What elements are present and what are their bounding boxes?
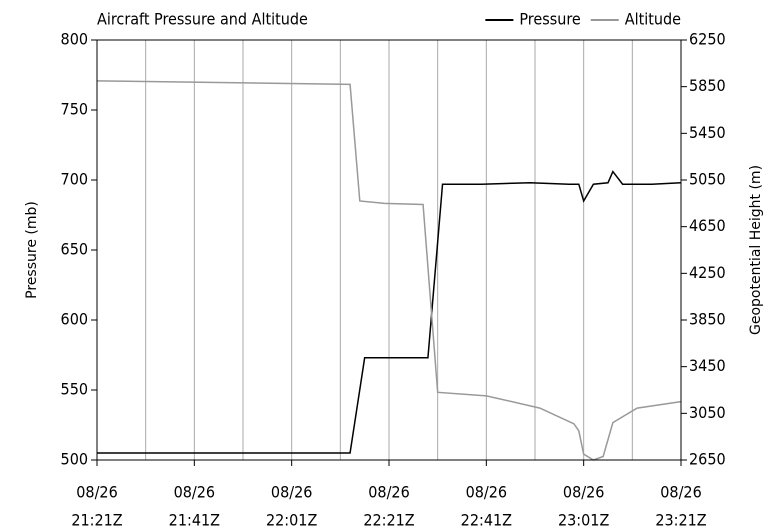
y-tick-label: 700: [61, 170, 88, 189]
x-tick-label: 23:01Z: [558, 511, 609, 530]
y-tick-label: 800: [61, 30, 88, 49]
y2-tick-label: 5450: [689, 123, 726, 142]
x-tick-label: 21:41Z: [169, 511, 220, 530]
legend-label: Altitude: [625, 10, 681, 29]
y-tick-label: 600: [61, 310, 88, 329]
x-tick-label: 22:21Z: [363, 511, 414, 530]
x-tick-label: 08/26: [466, 483, 507, 502]
y2-axis-label: Geopotential Height (m): [748, 165, 764, 335]
y2-tick-label: 5050: [689, 170, 726, 189]
x-tick-label: 21:21Z: [71, 511, 122, 530]
line: [96, 80, 682, 461]
plot-frame: [96, 39, 682, 461]
x-tick-label: 08/26: [76, 483, 117, 502]
chart-title: Aircraft Pressure and Altitude: [97, 10, 308, 29]
y2-tick-label: 3850: [689, 310, 726, 329]
y2-tick-label: 5850: [689, 76, 726, 95]
legend-label: Pressure: [519, 10, 581, 29]
x-tick-label: 08/26: [563, 483, 604, 502]
y2-tick-label: 4250: [689, 263, 726, 282]
y-tick-label: 500: [61, 450, 88, 469]
y2-tick-label: 2650: [689, 450, 726, 469]
x-tick-label: 08/26: [660, 483, 701, 502]
line: [97, 170, 682, 454]
y-axis-label: Pressure (mb): [24, 201, 40, 299]
y2-tick-label: 3050: [689, 403, 726, 422]
y-tick-label: 650: [61, 240, 88, 259]
y-tick-label: 550: [61, 380, 88, 399]
y2-tick-label: 4650: [689, 216, 726, 235]
y-tick-label: 750: [61, 100, 88, 119]
x-tick-label: 08/26: [271, 483, 312, 502]
y2-tick-label: 6250: [689, 30, 726, 49]
x-tick-label: 23:21Z: [655, 511, 706, 530]
x-tick-label: 08/26: [368, 483, 409, 502]
y2-tick-label: 3450: [689, 356, 726, 375]
x-tick-label: 08/26: [174, 483, 215, 502]
x-tick-label: 22:41Z: [461, 511, 512, 530]
x-tick-label: 22:01Z: [266, 511, 317, 530]
